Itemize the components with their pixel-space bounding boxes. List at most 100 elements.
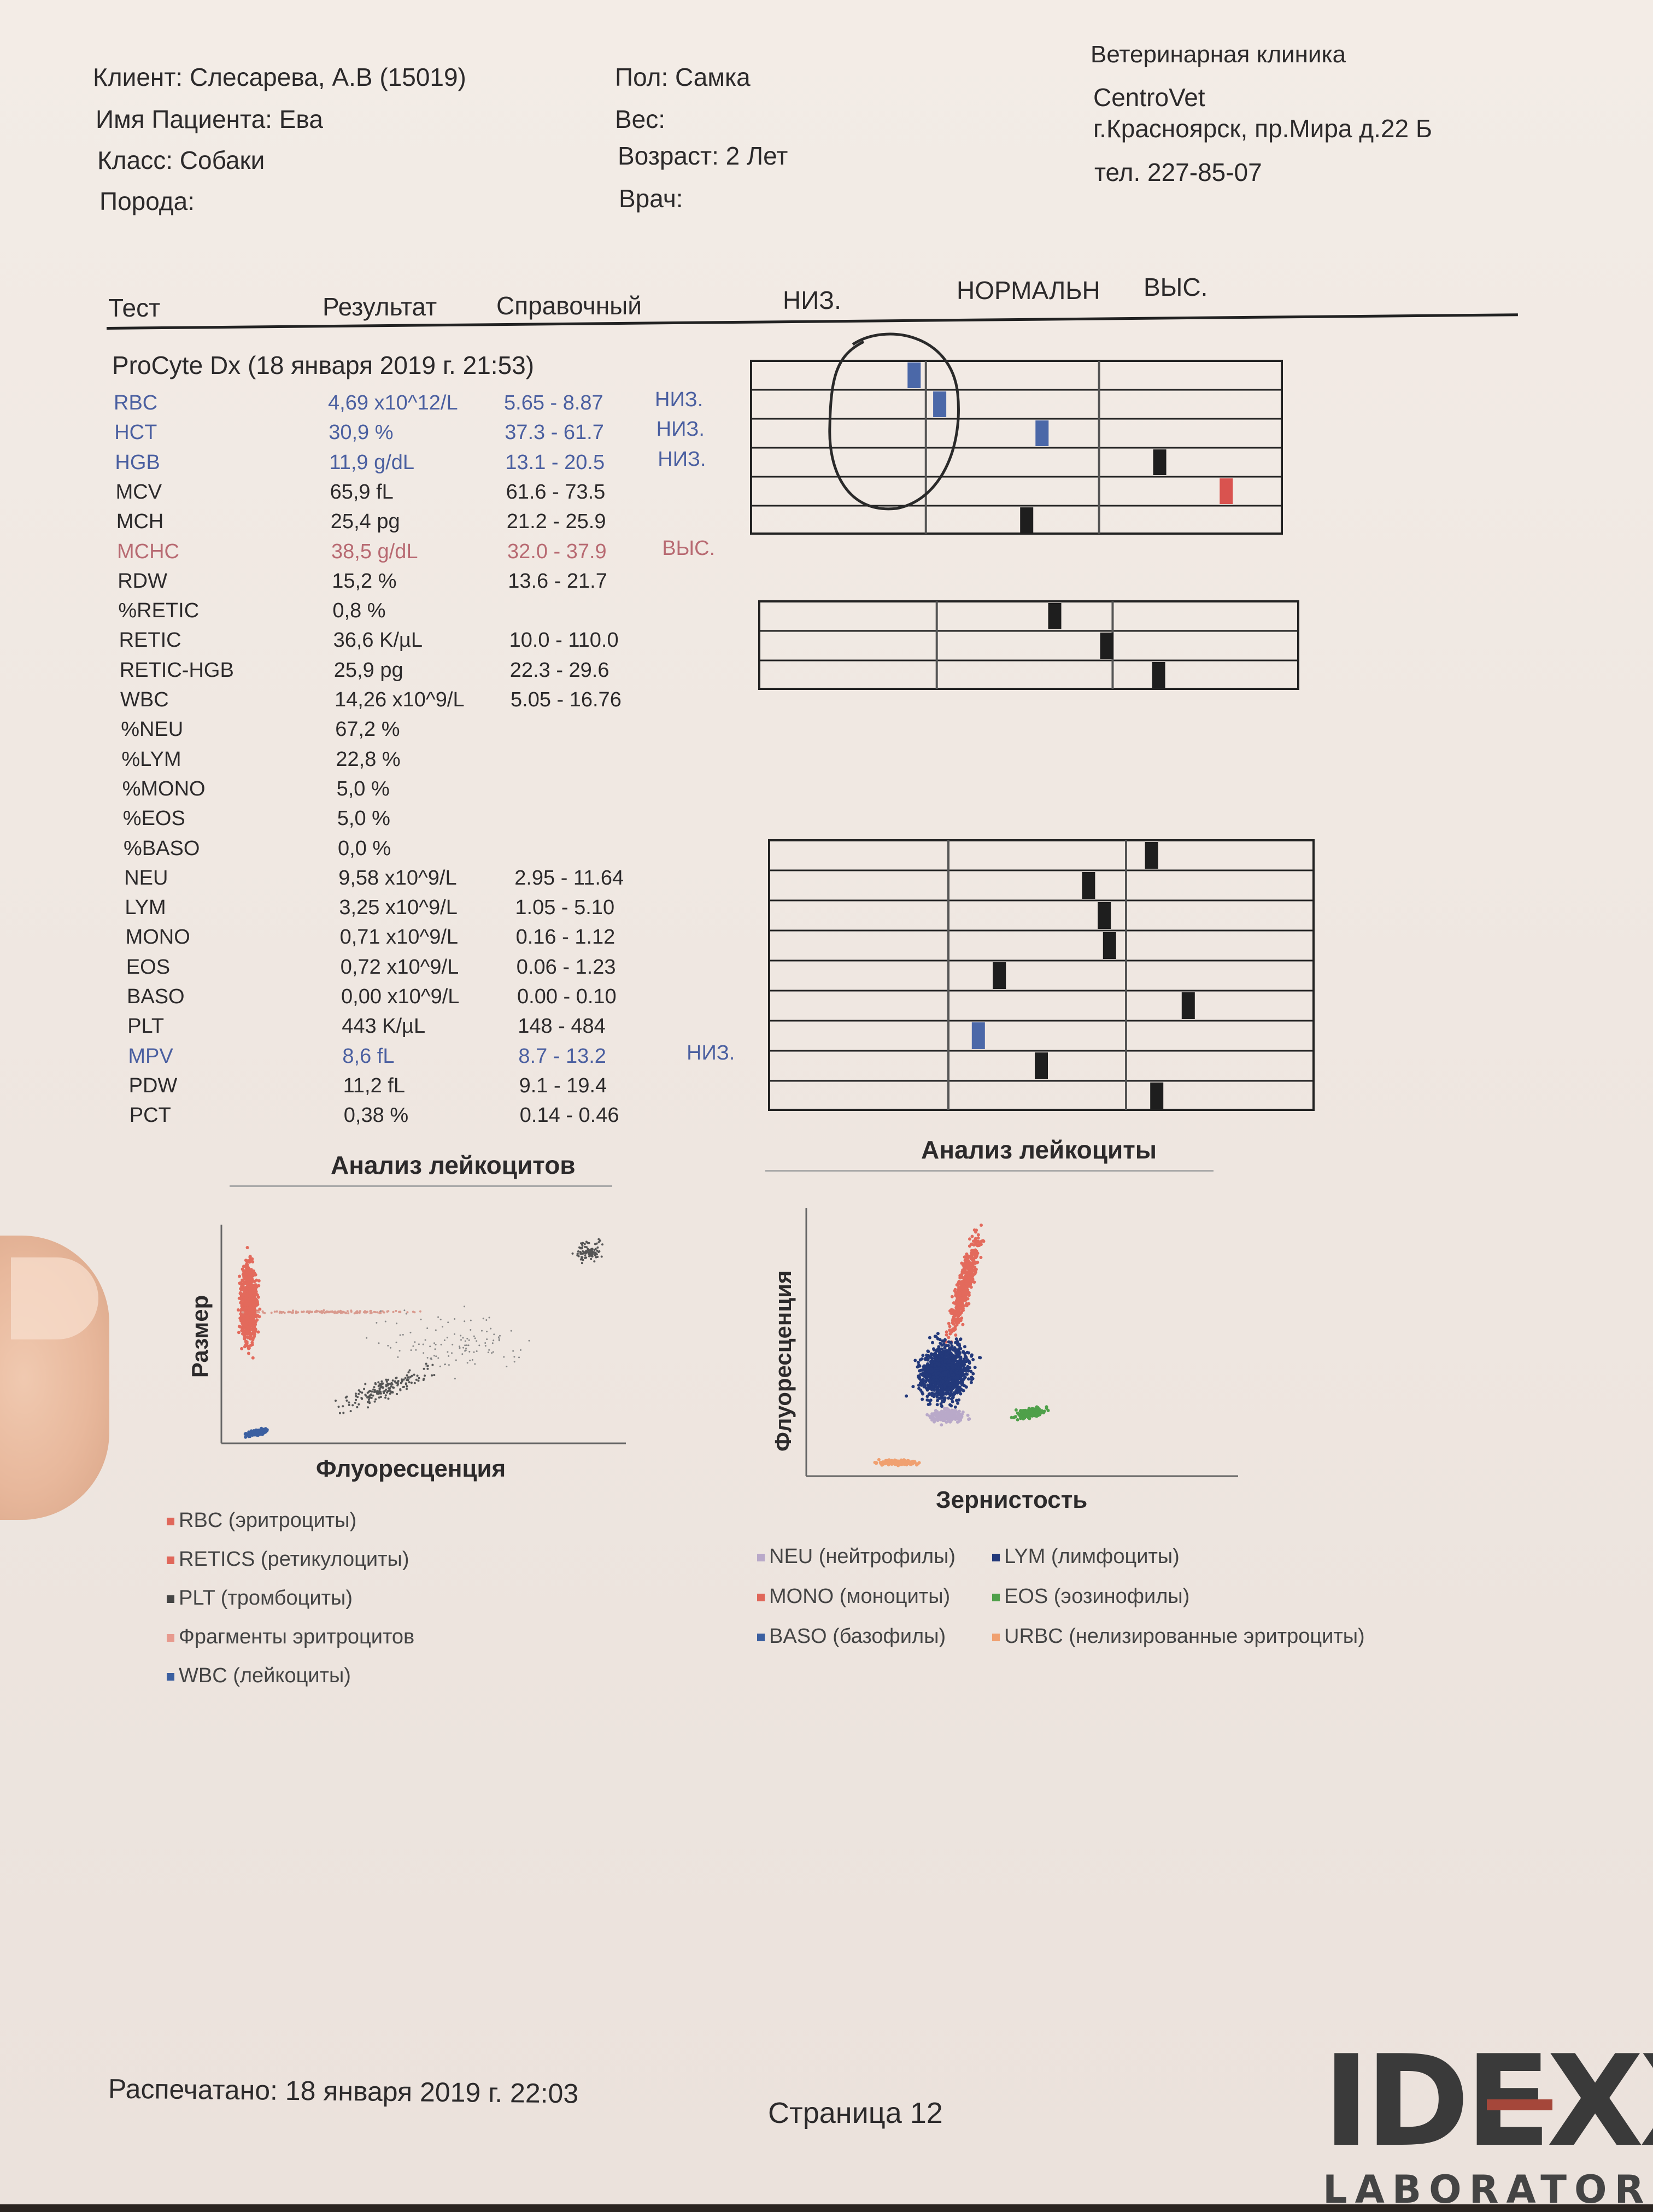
legend-label: PLT (тромбоциты) bbox=[179, 1587, 353, 1610]
clinic-address: г.Красноярск, пр.Мира д.22 Б bbox=[1093, 114, 1433, 143]
legend-swatch bbox=[167, 1556, 174, 1564]
row-test-name: HGB bbox=[115, 450, 160, 474]
range-marker bbox=[1020, 507, 1034, 533]
point-cluster bbox=[241, 1309, 421, 1315]
col-result: Результат bbox=[323, 292, 437, 321]
legend-swatch bbox=[757, 1593, 765, 1601]
point-cluster bbox=[571, 1238, 603, 1265]
row-result-value: 67,2 % bbox=[335, 718, 400, 741]
col-reference: Справочный bbox=[496, 291, 642, 320]
row-reference-range: 1.05 - 5.10 bbox=[515, 896, 615, 920]
row-test-name: %LYM bbox=[121, 747, 181, 771]
legend-item: EOS (эозинофилы) bbox=[992, 1586, 1189, 1607]
range-grid-wbc-svg bbox=[768, 839, 1315, 1111]
row-reference-range: 13.6 - 21.7 bbox=[508, 569, 607, 593]
legend-swatch bbox=[757, 1633, 765, 1641]
row-result-value: 0,72 x10^9/L bbox=[340, 955, 459, 979]
legend-label: BASO (базофилы) bbox=[769, 1625, 946, 1648]
legend-item: PLT (тромбоциты) bbox=[167, 1588, 353, 1608]
row-result-value: 0,0 % bbox=[338, 836, 391, 860]
right-plot-ylabel: Флуоресценция bbox=[770, 1270, 796, 1452]
row-reference-range: 0.00 - 0.10 bbox=[517, 985, 617, 1008]
row-test-name: MCV bbox=[115, 480, 162, 504]
row-test-name: RDW bbox=[118, 569, 167, 593]
legend-swatch bbox=[757, 1553, 765, 1561]
legend-swatch bbox=[167, 1595, 174, 1603]
idexx-logo: IDEXX LABORATORIE bbox=[1323, 2039, 1653, 2209]
row-test-name: RETIC-HGB bbox=[119, 658, 234, 682]
row-test-name: %MONO bbox=[122, 777, 206, 800]
row-test-name: PCT bbox=[129, 1104, 171, 1127]
grid-frame bbox=[758, 600, 1299, 690]
legend-item: WBC (лейкоциты) bbox=[167, 1665, 351, 1686]
clinic-name: Ветеринарная клиника bbox=[1091, 41, 1346, 68]
grid-frame bbox=[768, 839, 1315, 1111]
row-result-value: 5,0 % bbox=[336, 777, 390, 800]
range-grid-retic bbox=[758, 600, 1305, 699]
patient-age: Возраст: 2 Лет bbox=[618, 142, 788, 170]
row-result-value: 4,69 x10^12/L bbox=[328, 391, 458, 414]
row-reference-range: 37.3 - 61.7 bbox=[505, 421, 604, 444]
row-test-name: MPV bbox=[128, 1044, 173, 1068]
legend-swatch bbox=[992, 1593, 1000, 1601]
row-reference-range: 5.05 - 16.76 bbox=[511, 688, 622, 711]
range-marker bbox=[1103, 932, 1116, 959]
row-test-name: WBC bbox=[120, 688, 169, 711]
range-marker bbox=[1152, 662, 1165, 688]
row-result-value: 0,8 % bbox=[332, 599, 386, 623]
legend-label: RETICS (ретикулоциты) bbox=[179, 1548, 409, 1571]
row-test-name: %BASO bbox=[124, 836, 200, 860]
row-result-value: 8,6 fL bbox=[342, 1044, 395, 1068]
row-result-value: 0,38 % bbox=[343, 1104, 409, 1127]
legend-item: BASO (базофилы) bbox=[757, 1626, 946, 1647]
legend-item: LYM (лимфоциты) bbox=[992, 1546, 1180, 1567]
legend-item: RBC (эритроциты) bbox=[167, 1510, 356, 1531]
range-marker bbox=[971, 1022, 985, 1049]
legend-label: URBC (нелизированные эритроциты) bbox=[1004, 1625, 1365, 1648]
row-test-name: %NEU bbox=[121, 718, 184, 741]
point-cluster bbox=[905, 1332, 982, 1409]
row-flag: НИЗ. bbox=[655, 388, 704, 411]
point-cluster bbox=[335, 1362, 436, 1414]
legend-label: Фрагменты эритроцитов bbox=[179, 1625, 415, 1648]
row-result-value: 11,2 fL bbox=[343, 1074, 405, 1097]
clinic-brand: CentroVet bbox=[1093, 83, 1205, 112]
point-cluster bbox=[1010, 1405, 1050, 1421]
range-grid-retic-svg bbox=[758, 600, 1299, 690]
row-result-value: 0,71 x10^9/L bbox=[339, 926, 459, 949]
point-cluster bbox=[945, 1224, 986, 1350]
wbc-granularity-fluorescence-plot bbox=[805, 1208, 1238, 1477]
row-result-value: 443 K/µL bbox=[342, 1015, 426, 1038]
col-normal: НОРМАЛЬН bbox=[957, 276, 1100, 305]
range-grid-rbc-svg bbox=[750, 360, 1283, 535]
row-result-value: 14,26 x10^9/L bbox=[335, 688, 465, 711]
page-number: Страница 12 bbox=[768, 2097, 943, 2129]
row-result-value: 25,4 pg bbox=[330, 510, 400, 534]
row-test-name: NEU bbox=[124, 866, 168, 890]
legend-item: MONO (моноциты) bbox=[757, 1586, 950, 1607]
point-cluster bbox=[243, 1426, 269, 1439]
point-cluster bbox=[873, 1458, 921, 1467]
row-test-name: MCHC bbox=[117, 540, 179, 563]
row-test-name: PDW bbox=[128, 1074, 178, 1097]
patient-weight: Вес: bbox=[615, 105, 666, 133]
legend-swatch bbox=[992, 1633, 1000, 1641]
range-marker bbox=[933, 391, 947, 417]
row-test-name: RBC bbox=[114, 391, 158, 414]
point-cluster bbox=[236, 1246, 262, 1360]
row-reference-range: 32.0 - 37.9 bbox=[507, 540, 607, 563]
row-reference-range: 22.3 - 29.6 bbox=[509, 658, 609, 682]
instrument-line: ProCyte Dx (18 января 2019 г. 21:53) bbox=[112, 351, 535, 379]
legend-label: NEU (нейтрофилы) bbox=[769, 1545, 956, 1568]
col-test: Тест bbox=[108, 294, 161, 322]
row-test-name: MONO bbox=[125, 926, 190, 949]
col-low: НИЗ. bbox=[783, 286, 841, 314]
row-result-value: 15,2 % bbox=[332, 569, 397, 593]
right-plot-title-underline bbox=[765, 1170, 1214, 1172]
range-marker bbox=[907, 362, 921, 388]
row-reference-range: 5.65 - 8.87 bbox=[504, 391, 603, 414]
row-reference-range: 0.06 - 1.23 bbox=[516, 955, 616, 979]
row-test-name: RETIC bbox=[119, 629, 181, 652]
legend-swatch bbox=[992, 1553, 1000, 1561]
